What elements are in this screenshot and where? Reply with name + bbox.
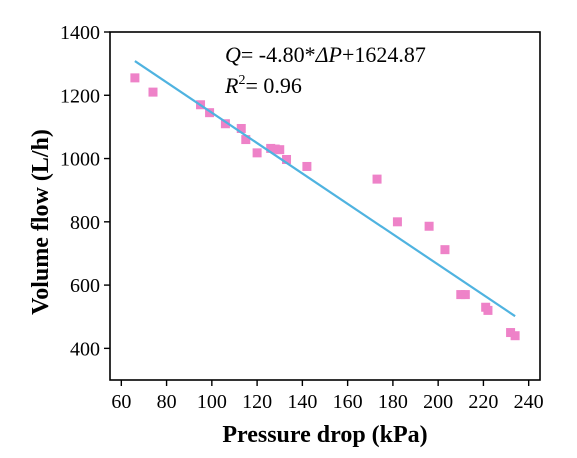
x-tick-label: 100 [197,391,227,413]
r-squared-sup: 2 [238,73,245,88]
data-point [148,87,158,97]
data-point [302,161,312,171]
x-tick-label: 60 [111,391,131,413]
y-tick-label: 1000 [60,149,100,171]
x-tick-label: 180 [378,391,408,413]
x-tick-label: 80 [157,391,177,413]
data-point [241,135,251,145]
data-point [220,119,230,129]
x-tick-label: 220 [468,391,498,413]
data-point [372,174,382,184]
data-point [440,245,450,255]
axis-ticks: 60 80 100 120 140 160 180 200 220 240 400 600 800 100… [60,22,544,413]
plot-frame [109,31,541,381]
fit-line-group [134,60,516,318]
equation-dp: ΔP [315,42,342,67]
y-axis-title: Volume flow (L/h) [28,129,54,315]
y-tick-label: 1200 [60,85,100,107]
equation-coef: = -4.80* [241,42,316,67]
r-squared-r: R [224,73,239,98]
r-squared-value: = 0.96 [245,73,301,98]
fit-line [134,60,516,318]
plot-border [109,31,541,381]
data-point [205,108,215,118]
data-point [236,123,246,133]
data-points [130,73,520,341]
equation-q: Q [225,42,241,67]
x-tick-label: 240 [514,391,544,413]
data-point [252,148,262,158]
data-point [460,290,470,300]
x-tick-label: 140 [287,391,317,413]
data-point [483,305,493,315]
data-point [282,154,292,164]
data-point [456,290,466,300]
data-point [266,143,276,153]
fit-equation: Q= -4.80*ΔP+1624.87 [225,42,426,67]
data-point [270,144,280,154]
data-point [510,331,520,341]
data-point [275,145,285,155]
data-point [392,217,402,227]
r-squared: R2= 0.96 [224,73,302,98]
equation-intercept: +1624.87 [342,42,426,67]
data-point [130,73,140,83]
x-axis-title: Pressure drop (kPa) [222,422,427,448]
x-tick-label: 120 [242,391,272,413]
x-tick-label: 200 [423,391,453,413]
y-tick-label: 800 [70,212,100,234]
x-tick-label: 160 [333,391,363,413]
y-tick-label: 600 [70,275,100,297]
data-point [506,328,516,338]
y-tick-label: 400 [70,338,100,360]
data-point [424,221,434,231]
y-tick-label: 1400 [60,22,100,44]
